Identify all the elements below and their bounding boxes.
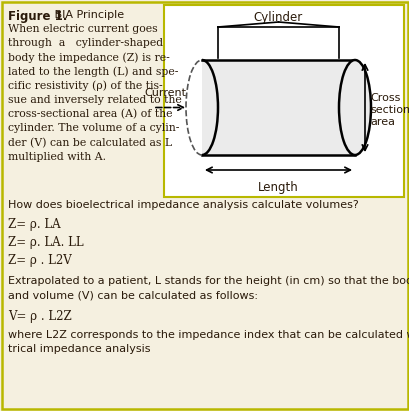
Text: Z= ρ. LA. LL: Z= ρ. LA. LL: [8, 236, 83, 249]
Text: How does bioelectrical impedance analysis calculate volumes?: How does bioelectrical impedance analysi…: [8, 200, 358, 210]
Text: BIA Principle: BIA Principle: [51, 10, 124, 20]
Text: Cylinder: Cylinder: [253, 12, 302, 25]
Text: Z= ρ. LA: Z= ρ. LA: [8, 218, 61, 231]
Text: body the impedance (Z) is re-: body the impedance (Z) is re-: [8, 52, 169, 63]
Text: where L2Z corresponds to the impedance index that can be calculated with bioelec: where L2Z corresponds to the impedance i…: [8, 330, 409, 340]
FancyBboxPatch shape: [164, 5, 403, 197]
Text: multiplied with A.: multiplied with A.: [8, 152, 106, 162]
Text: sectional: sectional: [369, 104, 409, 115]
Text: through  a   cylinder-shaped: through a cylinder-shaped: [8, 38, 163, 48]
Text: and volume (V) can be calculated as follows:: and volume (V) can be calculated as foll…: [8, 290, 257, 300]
Text: Cross: Cross: [369, 92, 400, 102]
Text: Extrapolated to a patient, L stands for the height (in cm) so that the body comp: Extrapolated to a patient, L stands for …: [8, 276, 409, 286]
Text: When electric current goes: When electric current goes: [8, 24, 157, 34]
Text: sue and inversely related to the: sue and inversely related to the: [8, 95, 181, 105]
Ellipse shape: [338, 60, 370, 155]
Text: Current: Current: [144, 88, 186, 97]
Text: Figure 1.: Figure 1.: [8, 10, 67, 23]
Text: cross-sectional area (A) of the: cross-sectional area (A) of the: [8, 109, 172, 120]
Text: cylinder. The volume of a cylin-: cylinder. The volume of a cylin-: [8, 123, 179, 134]
Text: lated to the length (L) and spe-: lated to the length (L) and spe-: [8, 67, 178, 77]
Text: V= ρ . L2Z: V= ρ . L2Z: [8, 310, 72, 323]
Bar: [202, 60, 354, 155]
Text: Length: Length: [258, 181, 298, 194]
Text: area: area: [369, 116, 394, 127]
Text: trical impedance analysis: trical impedance analysis: [8, 344, 150, 354]
Text: Z= ρ . L2V: Z= ρ . L2V: [8, 254, 72, 267]
Text: der (V) can be calculated as L: der (V) can be calculated as L: [8, 138, 172, 148]
Text: cific resistivity (ρ) of the tis-: cific resistivity (ρ) of the tis-: [8, 81, 162, 91]
